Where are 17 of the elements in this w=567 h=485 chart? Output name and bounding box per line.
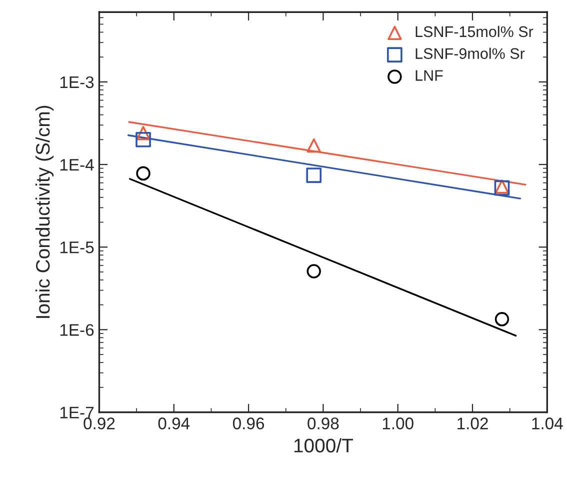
x-tick-label: 0.96 [232,418,264,430]
y-axis-title: Ionic Conductivity (S/cm) [35,106,54,318]
x-tick-label: 0.94 [158,418,190,430]
x-tick-label: 0.92 [84,418,115,430]
x-tick-label: 1.02 [458,418,488,430]
y-tick-label: 1E-3 [60,76,94,88]
legend-label: LSNF-9mol% Sr [416,48,525,59]
legend-label: LSNF-15mol% Sr [416,26,534,38]
y-tick-label: 1E-5 [60,242,94,254]
y-tick-label: 1E-7 [60,406,94,418]
y-tick-label: 1E-4 [60,159,94,171]
y-tick-label: 1E-6 [60,324,94,336]
x-axis-title: 1000/T [294,438,354,452]
x-tick-label: 1.04 [532,418,563,430]
x-tick-label: 1.00 [382,418,414,430]
legend-label: LNF [416,70,443,81]
x-tick-label: 0.98 [308,418,339,430]
